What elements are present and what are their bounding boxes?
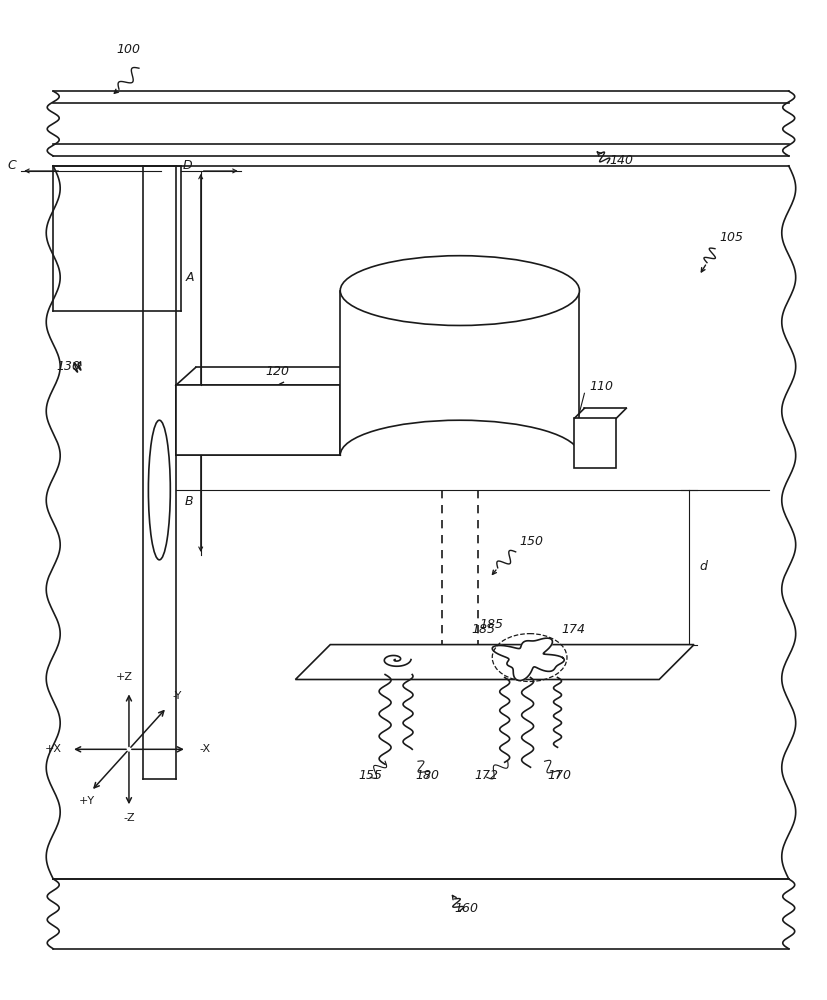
Polygon shape bbox=[340, 291, 580, 455]
Text: 185: 185 bbox=[472, 623, 496, 636]
Ellipse shape bbox=[148, 420, 170, 560]
Text: 110: 110 bbox=[590, 380, 614, 393]
Text: D: D bbox=[183, 159, 193, 172]
Text: B: B bbox=[185, 495, 194, 508]
Text: 185: 185 bbox=[480, 618, 504, 631]
Text: C: C bbox=[7, 159, 16, 172]
Text: 130: 130 bbox=[56, 360, 80, 373]
Polygon shape bbox=[575, 418, 616, 468]
Text: -X: -X bbox=[199, 744, 210, 754]
Text: +X: +X bbox=[45, 744, 62, 754]
Text: 155: 155 bbox=[358, 769, 382, 782]
Text: A: A bbox=[185, 271, 194, 284]
Text: 115: 115 bbox=[590, 435, 614, 448]
Text: 170: 170 bbox=[547, 769, 571, 782]
Text: -Z: -Z bbox=[123, 813, 135, 823]
Text: -Y: -Y bbox=[173, 691, 182, 701]
Polygon shape bbox=[295, 645, 694, 680]
Polygon shape bbox=[176, 385, 340, 455]
Ellipse shape bbox=[340, 256, 580, 325]
Text: 100: 100 bbox=[116, 43, 140, 56]
Text: 105: 105 bbox=[719, 231, 743, 244]
Text: 150: 150 bbox=[519, 535, 543, 548]
Text: +Y: +Y bbox=[79, 796, 95, 806]
Text: 180: 180 bbox=[415, 769, 439, 782]
Text: 160: 160 bbox=[455, 902, 479, 915]
Text: 140: 140 bbox=[609, 154, 633, 167]
Text: 120: 120 bbox=[265, 365, 289, 378]
Text: d: d bbox=[699, 560, 707, 573]
Text: 174: 174 bbox=[562, 623, 586, 636]
Text: 172: 172 bbox=[475, 769, 499, 782]
Polygon shape bbox=[492, 638, 564, 680]
Text: +Z: +Z bbox=[116, 672, 132, 682]
